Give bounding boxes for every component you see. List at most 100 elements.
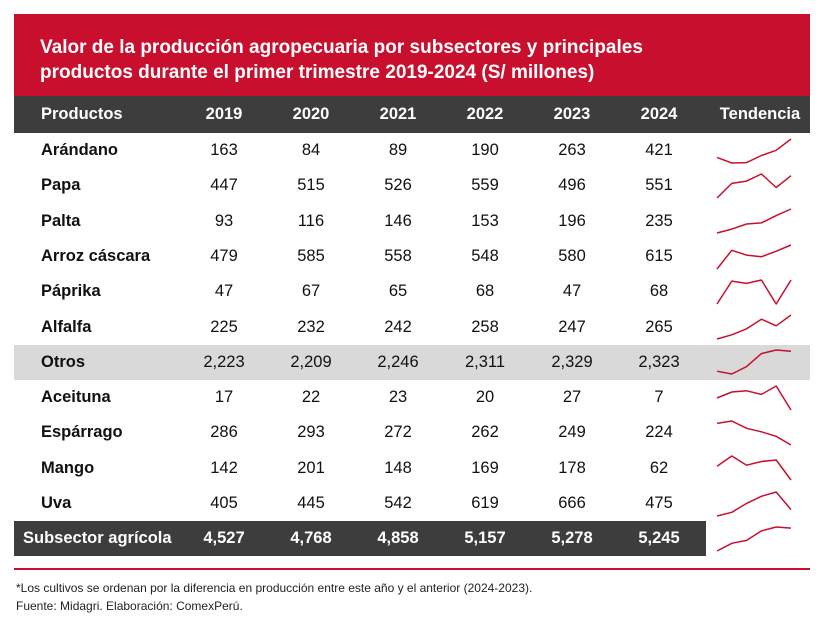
value-cell-2021: 146 [384, 211, 412, 230]
value-cell-2020: 2,209 [290, 352, 332, 371]
bottom-rule [14, 568, 810, 570]
sparkline-papa [716, 173, 792, 199]
sparkline-line [716, 314, 792, 340]
sparkline-esparrago [716, 420, 792, 446]
value-cell-2023: 2,329 [551, 352, 593, 371]
value-cell-2020: 585 [297, 246, 325, 265]
table-row: Palta 93 116 146 153 196 235 [14, 204, 810, 239]
table-row: Otros 2,223 2,209 2,246 2,311 2,329 2,323 [14, 344, 810, 380]
product-name: Aceituna [41, 388, 111, 407]
header-year-2023: 2023 [553, 105, 591, 123]
product-name: Arroz cáscara [41, 246, 151, 265]
value-cell-2024: 615 [645, 246, 673, 265]
value-cell-2024: 224 [645, 423, 673, 442]
value-cell-2019: 17 [214, 388, 234, 407]
value-cell-2019: 479 [210, 246, 238, 265]
value-cell-2020: 293 [297, 423, 325, 442]
table-row: Papa 447 515 526 559 496 551 [14, 168, 810, 203]
total-value-2022: 5,157 [464, 529, 506, 547]
product-name: Palta [41, 211, 81, 230]
header-year-2022: 2022 [466, 105, 504, 123]
sparkline-line [716, 455, 792, 481]
value-cell-2019: 47 [214, 282, 234, 301]
value-cell-2023: 178 [558, 458, 586, 477]
table-header: Productos 2019 2020 2021 2022 2023 2024 … [14, 96, 810, 133]
sparkline-mango [716, 455, 792, 481]
value-cell-2020: 84 [301, 141, 321, 159]
sparkline-uva [716, 490, 792, 517]
total-value-2024: 5,245 [638, 529, 680, 547]
value-cell-2019: 93 [214, 211, 234, 230]
table-row: Páprika 47 67 65 68 47 68 [14, 274, 810, 309]
value-cell-2021: 2,246 [377, 352, 419, 371]
sparkline-arroz-cascara [716, 243, 792, 270]
value-cell-2019: 142 [210, 458, 238, 477]
sparkline-line [716, 243, 792, 270]
value-cell-2022: 258 [471, 317, 499, 336]
total-value-2023: 5,278 [551, 529, 593, 547]
value-cell-2020: 116 [297, 211, 325, 230]
value-cell-2020: 232 [297, 317, 325, 336]
value-cell-2023: 196 [558, 211, 586, 230]
product-name: Otros [41, 352, 86, 371]
sparkline-palta [716, 208, 792, 234]
table-row: Uva 405 445 542 619 666 475 [14, 486, 810, 521]
value-cell-2021: 242 [384, 317, 412, 336]
value-cell-2024: 265 [645, 317, 673, 336]
value-cell-2021: 272 [384, 423, 412, 442]
header-trend: Tendencia [719, 105, 801, 123]
header-year-2019: 2019 [205, 105, 243, 123]
value-cell-2022: 262 [471, 423, 499, 442]
sparkline-paprika [716, 279, 792, 305]
value-cell-2023: 580 [558, 246, 586, 265]
product-name: Papa [41, 176, 81, 195]
sparkline-aceituna [716, 385, 792, 411]
value-cell-2022: 20 [475, 388, 495, 407]
total-value-2020: 4,768 [290, 529, 332, 547]
value-cell-2019: 225 [210, 317, 238, 336]
sparkline-otros [716, 349, 792, 376]
value-cell-2022: 153 [471, 211, 499, 230]
sparkline-line [716, 138, 792, 164]
value-cell-2021: 148 [384, 458, 412, 477]
value-cell-2019: 2,223 [203, 352, 245, 371]
value-cell-2020: 67 [301, 282, 321, 301]
sparkline-arandano [716, 138, 792, 164]
table-row: Mango 142 201 148 169 178 62 [14, 451, 810, 486]
title-line-1: Valor de la producción agropecuaria por … [40, 37, 643, 58]
value-cell-2024: 68 [649, 282, 669, 301]
product-name: Espárrago [41, 423, 123, 442]
product-name: Alfalfa [41, 317, 92, 336]
total-value-2021: 4,858 [377, 529, 419, 547]
header-year-2020: 2020 [292, 105, 330, 123]
header-year-2021: 2021 [379, 105, 417, 123]
table-row: Arándano 163 84 89 190 263 421 [14, 133, 810, 168]
total-value-2019: 4,527 [203, 529, 245, 547]
sparkline-line [716, 420, 792, 446]
value-cell-2023: 47 [562, 282, 582, 301]
footnote-source: Fuente: Midagri. Elaboración: ComexPerú. [16, 599, 243, 613]
value-cell-2023: 496 [558, 176, 586, 195]
table-row: Espárrago 286 293 272 262 249 224 [14, 415, 810, 450]
value-cell-2020: 201 [297, 458, 325, 477]
value-cell-2019: 447 [210, 176, 238, 195]
value-cell-2020: 515 [297, 176, 325, 195]
header-products: Productos [41, 105, 123, 123]
value-cell-2019: 163 [210, 141, 238, 159]
product-name: Mango [41, 458, 95, 477]
sparkline-alfalfa [716, 314, 792, 340]
value-cell-2023: 249 [558, 423, 586, 442]
product-name: Uva [41, 494, 72, 512]
sparkline-subsector-agricola [716, 525, 792, 552]
sparkline-line [716, 208, 792, 234]
value-cell-2021: 89 [388, 141, 408, 159]
value-cell-2021: 542 [384, 494, 412, 512]
title-line-2: productos durante el primer trimestre 20… [40, 62, 595, 83]
product-name: Páprika [41, 282, 101, 301]
value-cell-2019: 286 [210, 423, 238, 442]
table-row: Arroz cáscara 479 585 558 548 580 615 [14, 239, 810, 274]
value-cell-2022: 190 [471, 141, 499, 159]
value-cell-2023: 27 [562, 388, 582, 407]
value-cell-2022: 619 [471, 494, 499, 512]
value-cell-2021: 558 [384, 246, 412, 265]
